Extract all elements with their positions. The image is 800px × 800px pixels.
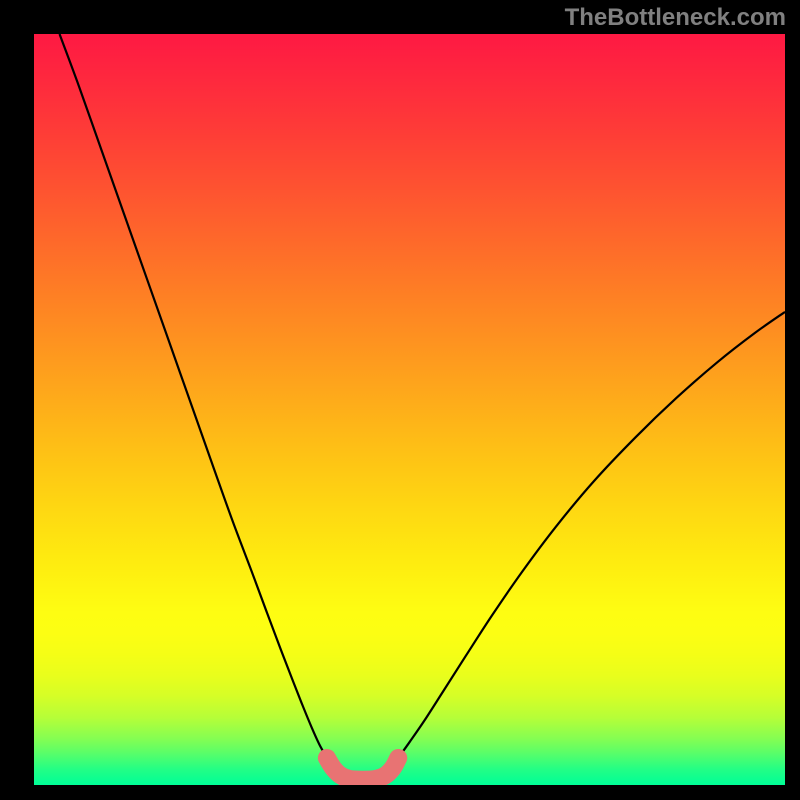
- plot-area: [34, 34, 785, 785]
- gradient-background: [34, 34, 785, 785]
- watermark-text: TheBottleneck.com: [565, 4, 786, 32]
- plot-svg: [34, 34, 785, 785]
